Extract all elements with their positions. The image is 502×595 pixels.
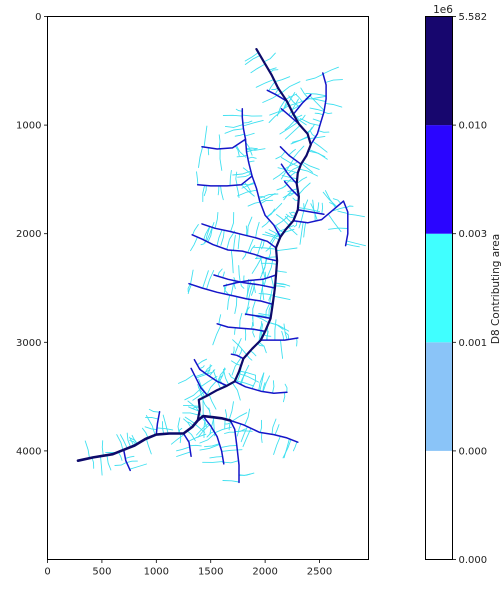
colorbar-bin xyxy=(426,125,453,234)
colorbar-tick-label: 0.000 xyxy=(459,446,488,457)
main-axes: 0 500 1000 1500 2000 2500 0 1000 2000 3000 4000 xyxy=(16,12,368,578)
x-tick-label: 2500 xyxy=(307,567,332,578)
x-tick-label: 500 xyxy=(92,567,111,578)
colorbar-tick-label: 0.010 xyxy=(459,121,488,132)
colorbar-bin xyxy=(426,17,453,126)
y-tick-label: 1000 xyxy=(16,121,41,132)
plot-area xyxy=(48,17,369,560)
y-tick-label: 2000 xyxy=(16,229,41,240)
colorbar-tick-label: 0.003 xyxy=(459,229,488,240)
y-tick-label: 0 xyxy=(35,12,41,23)
x-tick-label: 1000 xyxy=(144,567,169,578)
x-tick-label: 1500 xyxy=(198,567,223,578)
x-axis: 0 500 1000 1500 2000 2500 xyxy=(44,560,332,578)
colorbar-bin xyxy=(426,234,453,343)
colorbar-bin xyxy=(426,451,453,560)
y-axis: 0 1000 2000 3000 4000 xyxy=(16,12,47,457)
colorbar-tick-label: 0.001 xyxy=(459,338,488,349)
colorbar-label: D8 Contributing area xyxy=(490,234,502,344)
colorbar-tick-label: 0.000 xyxy=(459,555,488,566)
x-tick-label: 0 xyxy=(44,567,50,578)
colorbar-tick-label: 5.582 xyxy=(459,12,488,23)
colorbar: 0.000 0.000 0.001 0.003 0.010 5.582 1e6 D8 Co… xyxy=(426,4,502,566)
y-tick-label: 4000 xyxy=(16,446,41,457)
colorbar-bin xyxy=(426,342,453,451)
y-tick-label: 3000 xyxy=(16,338,41,349)
colorbar-offset-label: 1e6 xyxy=(433,4,453,16)
x-tick-label: 2000 xyxy=(252,567,277,578)
tributary xyxy=(180,434,181,443)
